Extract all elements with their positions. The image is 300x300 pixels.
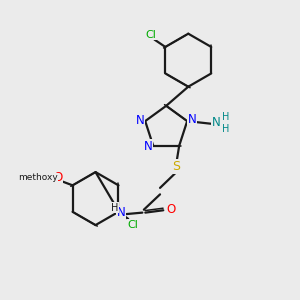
Text: N: N bbox=[117, 206, 126, 219]
Text: H: H bbox=[222, 124, 229, 134]
Text: O: O bbox=[167, 203, 176, 216]
Text: N: N bbox=[188, 113, 197, 126]
Text: H: H bbox=[222, 112, 229, 122]
Text: H: H bbox=[111, 202, 118, 213]
Text: N: N bbox=[212, 116, 220, 129]
Text: methoxy: methoxy bbox=[18, 173, 58, 182]
Text: N: N bbox=[144, 140, 153, 153]
Text: Cl: Cl bbox=[145, 30, 156, 40]
Text: N: N bbox=[136, 114, 145, 127]
Text: Cl: Cl bbox=[128, 220, 139, 230]
Text: O: O bbox=[53, 171, 62, 184]
Text: S: S bbox=[172, 160, 180, 173]
